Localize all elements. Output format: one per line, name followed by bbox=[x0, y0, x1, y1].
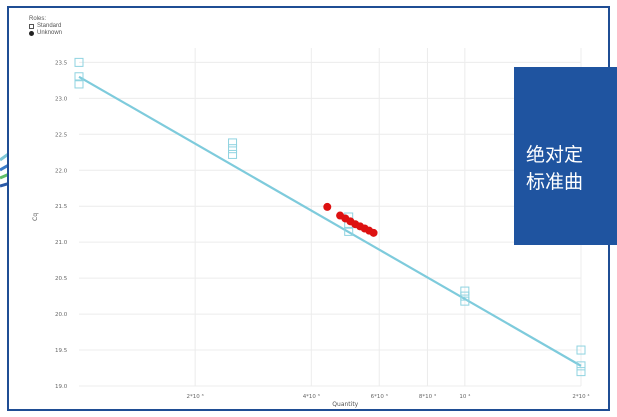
y-tick-label: 19.0 bbox=[55, 384, 68, 390]
legend-title: Roles: bbox=[29, 16, 47, 22]
standard-point bbox=[576, 367, 586, 377]
legend-item-unknown[interactable]: Unknown bbox=[29, 30, 62, 37]
y-axis: 19.0 19.5 20.0 20.5 21.0 21.5 22.0 22.5 23.0 23.5… bbox=[32, 60, 68, 390]
standard-point bbox=[576, 345, 586, 355]
standard-curve-chart: 19.0 19.5 20.0 20.5 21.0 21.5 22.0 22.5 23.0 23.5… bbox=[32, 48, 591, 408]
chart-grid bbox=[79, 48, 582, 387]
standard-point bbox=[344, 226, 354, 236]
unknown-point bbox=[323, 202, 332, 211]
x-tick-label: 4*10 ³ bbox=[303, 393, 320, 400]
chart-legend: Roles: Standard Unknown bbox=[29, 16, 62, 37]
x-tick-label: 8*10 ³ bbox=[419, 393, 436, 400]
overlay-line-1: 绝对定 bbox=[526, 145, 584, 166]
standard-point bbox=[74, 79, 84, 89]
standard-point bbox=[74, 72, 84, 82]
standard-point bbox=[576, 361, 586, 371]
y-axis-title: Cq bbox=[32, 213, 39, 221]
y-tick-label: 20.0 bbox=[55, 312, 68, 318]
x-tick-label: 2*10 ⁴ bbox=[572, 393, 590, 400]
y-tick-label: 22.5 bbox=[55, 132, 68, 138]
y-tick-label: 23.0 bbox=[55, 96, 68, 102]
x-tick-label: 2*10 ³ bbox=[187, 393, 204, 400]
standard-point bbox=[74, 57, 84, 67]
y-tick-label: 19.5 bbox=[55, 348, 68, 354]
x-tick-label: 10 ⁴ bbox=[459, 393, 471, 400]
legend-label-standard: Standard bbox=[37, 23, 62, 29]
fit-line-group bbox=[78, 75, 582, 367]
y-tick-label: 20.5 bbox=[55, 276, 68, 282]
standard-point bbox=[228, 138, 238, 148]
standard-point bbox=[228, 144, 238, 154]
unknown-point bbox=[369, 228, 378, 237]
x-tick-label: 6*10 ³ bbox=[371, 393, 388, 400]
open-square-marker-icon bbox=[29, 24, 34, 29]
overlay-line-2: 标准曲 bbox=[526, 172, 584, 193]
filled-circle-marker-icon bbox=[29, 31, 34, 36]
x-axis: 2*10 ³ 4*10 ³ 6*10 ³ 8*10 ³ 10 ⁴ 2*10 ⁴ Quanti… bbox=[187, 393, 591, 408]
legend-label-unknown: Unknown bbox=[37, 30, 63, 36]
standard-point bbox=[460, 286, 470, 296]
x-axis-title: Quantity bbox=[332, 401, 358, 408]
legend-item-standard[interactable]: Standard bbox=[29, 23, 62, 30]
y-tick-label: 23.5 bbox=[55, 60, 68, 66]
y-tick-label: 21.5 bbox=[55, 204, 68, 210]
standard-point bbox=[228, 149, 238, 159]
fit-line bbox=[78, 75, 582, 367]
y-tick-label: 22.0 bbox=[55, 168, 68, 174]
standard-point bbox=[460, 291, 470, 301]
chart-panel: Roles: Standard Unknown 19.0 19.5 20.0 20.5… bbox=[7, 6, 610, 411]
overlay-banner: 绝对定 标准曲 bbox=[514, 67, 617, 245]
data-points bbox=[74, 57, 586, 377]
y-tick-label: 21.0 bbox=[55, 240, 68, 246]
standard-point bbox=[460, 296, 470, 306]
